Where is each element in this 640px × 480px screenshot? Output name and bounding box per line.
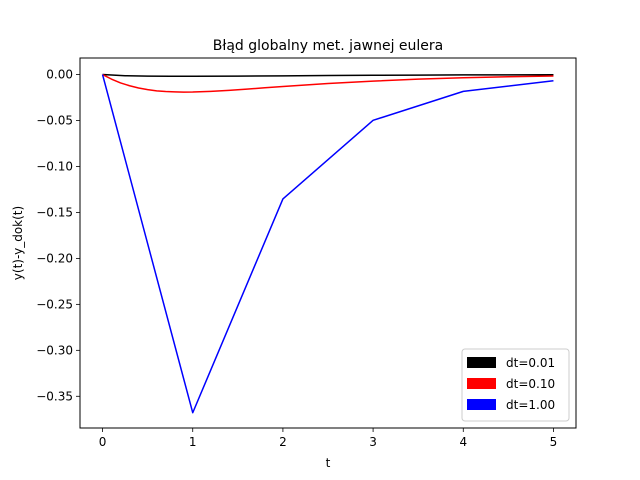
- legend-label-3: dt=1.00: [506, 398, 555, 412]
- legend-swatch-2: [467, 378, 496, 389]
- x-tick-label: 5: [550, 435, 558, 449]
- y-axis-label: y(t)-y_dok(t): [11, 206, 25, 280]
- y-tick-label: 0.00: [46, 68, 73, 82]
- legend: dt=0.01 dt=0.10 dt=1.00: [461, 348, 570, 422]
- x-tick-label: 2: [279, 435, 287, 449]
- series-line-2: [102, 73, 554, 93]
- series-layer: [101, 73, 554, 414]
- series-line-3: [101, 74, 554, 414]
- y-tick-label: −0.05: [36, 114, 73, 128]
- y-tick-label: −0.35: [36, 389, 73, 403]
- y-tick-label: −0.10: [36, 159, 73, 173]
- y-tick-label: −0.15: [36, 205, 73, 219]
- y-tick-label: −0.25: [36, 297, 73, 311]
- y-tick-label: −0.20: [36, 251, 73, 265]
- legend-swatch-1: [467, 357, 496, 368]
- x-tick-label: 1: [189, 435, 197, 449]
- x-tick-label: 3: [369, 435, 377, 449]
- x-tick-label: 0: [99, 435, 107, 449]
- legend-label-1: dt=0.01: [506, 356, 555, 370]
- x-axis-label: t: [326, 456, 331, 470]
- series-line-1: [102, 73, 554, 77]
- y-tick-label: −0.30: [36, 343, 73, 357]
- x-tick-label: 4: [459, 435, 467, 449]
- legend-label-2: dt=0.10: [506, 377, 555, 391]
- legend-swatch-3: [467, 399, 496, 410]
- y-axis: 0.00 −0.05 −0.10 −0.15 −0.20 −0.25 −0.30 −0.35: [36, 68, 80, 403]
- chart-title: Błąd globalny met. jawnej eulera: [213, 38, 444, 54]
- x-axis: 0 1 2 3 4 5: [99, 428, 558, 449]
